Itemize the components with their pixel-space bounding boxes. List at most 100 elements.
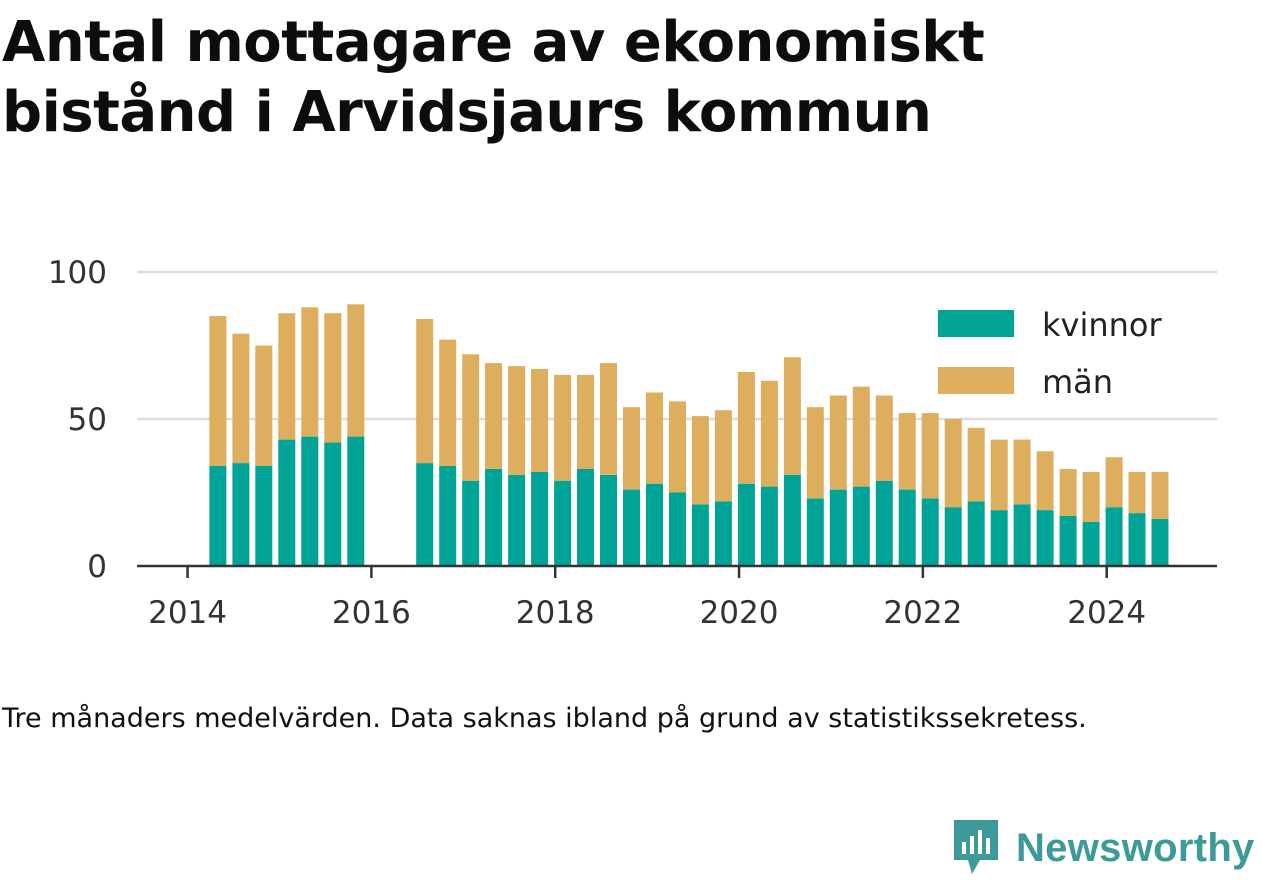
bar-kvinnor	[347, 436, 365, 566]
x-tick-label: 2018	[516, 595, 595, 631]
bar-kvinnor	[232, 463, 250, 566]
bar-kvinnor	[990, 510, 1008, 566]
legend-label-kvinnor: kvinnor	[1042, 306, 1163, 344]
bar-kvinnor	[783, 474, 801, 566]
bar-man	[646, 392, 663, 484]
bar-man	[990, 439, 1008, 511]
legend: kvinnor män	[938, 306, 1163, 401]
bar-kvinnor	[531, 471, 549, 566]
bar-man	[760, 380, 778, 487]
bar-kvinnor	[921, 498, 939, 566]
bar-kvinnor	[1082, 521, 1100, 566]
bar-man	[1105, 457, 1123, 508]
bar-man	[669, 401, 686, 493]
bar-man	[691, 416, 709, 505]
bar-kvinnor	[852, 486, 870, 566]
bar-man	[1013, 439, 1031, 505]
bar-kvinnor	[439, 466, 457, 566]
bar-man	[577, 374, 594, 469]
bar-kvinnor	[691, 504, 709, 566]
bar-man	[1082, 471, 1100, 522]
bar-man	[347, 304, 365, 437]
bar-man	[278, 313, 296, 440]
chart-title: Antal mottagare av ekonomiskt bistånd i …	[2, 10, 985, 145]
bar-kvinnor	[714, 501, 732, 566]
bar-kvinnor	[600, 474, 617, 566]
bar-man	[600, 363, 617, 475]
bar-kvinnor	[1036, 510, 1054, 566]
bar-man	[921, 413, 939, 499]
bar-man	[324, 313, 342, 443]
y-axis: 0 50 100	[48, 255, 107, 585]
bars	[209, 304, 1169, 566]
bar-man	[485, 363, 503, 469]
bar-kvinnor	[1013, 504, 1031, 566]
bar-kvinnor	[737, 483, 755, 566]
bar-man	[232, 333, 250, 464]
bar-man	[806, 407, 824, 499]
bar-kvinnor	[485, 469, 503, 566]
bar-kvinnor	[944, 507, 962, 566]
bar-man	[462, 354, 480, 481]
bar-kvinnor	[1105, 507, 1123, 566]
bar-man	[255, 345, 273, 466]
bar-kvinnor	[1059, 516, 1077, 566]
y-tick-label: 50	[68, 402, 107, 438]
bar-kvinnor	[324, 442, 342, 566]
bar-man	[439, 339, 457, 466]
bar-man	[1128, 471, 1146, 514]
bar-kvinnor	[669, 492, 686, 566]
bar-man	[898, 413, 916, 490]
bar-kvinnor	[554, 480, 572, 566]
legend-swatch-man	[938, 367, 1014, 394]
bar-kvinnor	[760, 486, 778, 566]
bar-man	[1036, 451, 1054, 511]
brand-name: Newsworthy	[1016, 825, 1255, 870]
bar-man	[852, 386, 870, 487]
bar-kvinnor	[898, 489, 916, 566]
bar-man	[623, 407, 640, 490]
bar-man	[508, 366, 526, 475]
x-tick-label: 2014	[148, 595, 227, 631]
bar-man	[875, 395, 893, 481]
bar-man	[1151, 471, 1169, 519]
bar-kvinnor	[462, 480, 480, 566]
x-tick-label: 2024	[1067, 595, 1146, 631]
bar-man	[301, 307, 319, 437]
bar-man	[967, 427, 985, 502]
bar-kvinnor	[623, 489, 640, 566]
bar-kvinnor	[875, 480, 893, 566]
bar-kvinnor	[829, 489, 847, 566]
bar-man	[944, 419, 962, 508]
brand-logo[interactable]: Newsworthy	[950, 818, 1255, 878]
bar-man	[1059, 469, 1077, 516]
bar-kvinnor	[278, 439, 296, 566]
bar-man	[209, 316, 227, 466]
y-tick-label: 100	[48, 255, 107, 291]
newsworthy-logo-icon	[950, 816, 1002, 880]
y-tick-label: 0	[87, 549, 107, 585]
bar-kvinnor	[967, 501, 985, 566]
x-tick-label: 2022	[883, 595, 962, 631]
x-tick-label: 2016	[332, 595, 411, 631]
bar-kvinnor	[646, 483, 663, 566]
x-axis: 2014 2016 2018 2020 2022 2024	[137, 564, 1217, 631]
bar-kvinnor	[301, 436, 319, 566]
legend-label-man: män	[1042, 363, 1113, 401]
bar-kvinnor	[255, 466, 273, 566]
bar-kvinnor	[416, 463, 434, 566]
x-tick-label: 2020	[700, 595, 779, 631]
bar-kvinnor	[577, 469, 594, 566]
bar-man	[783, 357, 801, 475]
bar-man	[829, 395, 847, 490]
bar-kvinnor	[508, 474, 526, 566]
bar-kvinnor	[1128, 513, 1146, 566]
bar-man	[737, 372, 755, 484]
footnote: Tre månaders medelvärden. Data saknas ib…	[2, 703, 1087, 734]
bar-man	[416, 319, 434, 464]
bar-man	[531, 369, 549, 472]
bar-man	[714, 410, 732, 502]
bar-kvinnor	[806, 498, 824, 566]
bar-kvinnor	[1151, 519, 1169, 566]
